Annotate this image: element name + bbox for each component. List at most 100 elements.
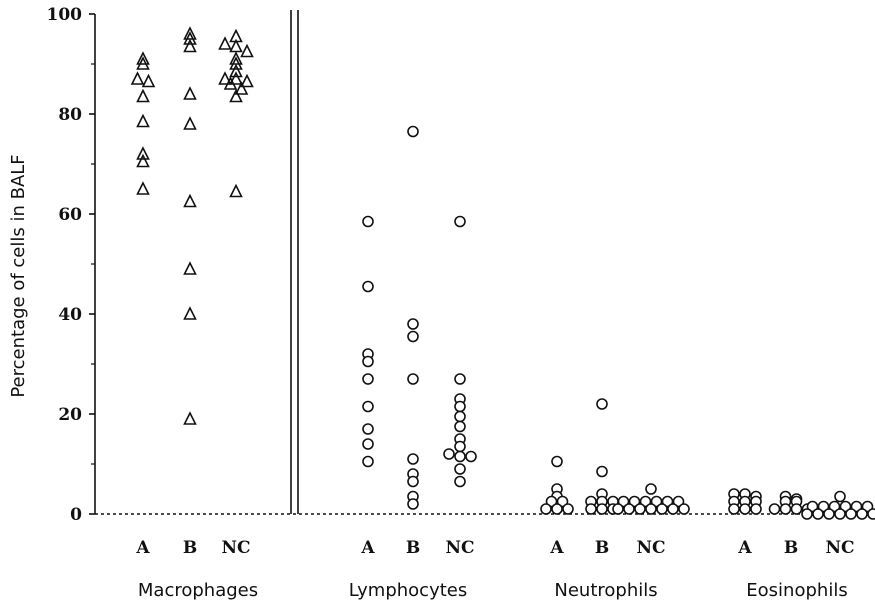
data-point-triangle <box>141 73 156 88</box>
data-point-triangle <box>183 306 197 320</box>
data-point-circle <box>362 280 374 293</box>
data-point-circle <box>801 508 813 520</box>
data-point-circle <box>545 495 558 508</box>
y-tick-label: 20 <box>58 405 82 425</box>
data-point-triangle <box>183 261 197 275</box>
data-point-circle <box>551 455 563 468</box>
data-point-circle <box>667 503 679 515</box>
data-point-circle <box>454 463 466 475</box>
data-point-triangle <box>218 36 232 50</box>
data-point-circle <box>596 398 608 410</box>
data-point-circle <box>834 490 846 503</box>
data-point-circle <box>634 503 646 515</box>
data-point-triangle <box>136 113 150 128</box>
data-point-circle <box>728 503 740 515</box>
data-point-circle <box>362 423 374 435</box>
data-point-circle <box>845 508 857 520</box>
category-label: Macrophages <box>138 580 258 601</box>
data-point-circle <box>639 495 652 508</box>
data-point-circle <box>768 503 781 515</box>
data-point-triangle <box>218 71 232 85</box>
data-point-circle <box>454 440 466 453</box>
data-point-triangle <box>229 88 243 103</box>
data-point-triangle <box>183 86 197 100</box>
data-point-circle <box>750 503 762 515</box>
labels-layer: 0 20 40 60 80 100 Percentage of cells in BALF A… <box>8 5 855 601</box>
data-point-circle <box>454 410 466 423</box>
data-point-triangle <box>234 81 249 95</box>
data-point-circle <box>661 495 674 508</box>
group-label: B <box>406 538 420 558</box>
y-tick-label: 60 <box>58 205 82 225</box>
group-label: B <box>784 538 798 558</box>
group-label: NC <box>445 538 474 558</box>
data-point-circle <box>454 373 466 385</box>
y-tick-label: 40 <box>58 305 82 325</box>
data-point-circle <box>806 500 819 513</box>
data-point-circle <box>362 438 374 450</box>
data-point-circle <box>454 215 466 228</box>
group-label: B <box>595 538 609 558</box>
group-label: NC <box>636 538 665 558</box>
data-point-circle <box>779 503 792 515</box>
group-label: A <box>360 538 375 558</box>
group-label: A <box>737 538 752 558</box>
group-label: NC <box>825 538 854 558</box>
data-point-circle <box>834 508 846 520</box>
data-point-circle <box>454 450 466 463</box>
data-point-circle <box>628 495 641 508</box>
data-point-circle <box>407 125 419 138</box>
data-point-circle <box>407 330 419 343</box>
data-point-triangle <box>136 88 150 103</box>
data-point-circle <box>407 475 419 488</box>
data-point-circle <box>612 503 624 515</box>
data-point-triangle <box>229 63 243 78</box>
data-point-triangle <box>183 193 197 208</box>
data-point-circle <box>650 495 663 508</box>
data-point-circle <box>617 495 630 508</box>
data-point-circle <box>454 475 466 488</box>
category-label: Neutrophils <box>554 580 657 601</box>
data-point-triangle <box>136 146 150 160</box>
data-point-circle <box>672 495 685 508</box>
data-point-triangle <box>130 71 145 85</box>
data-point-circle <box>362 215 374 228</box>
data-point-circle <box>562 503 574 515</box>
data-point-circle <box>645 503 657 515</box>
axis-layer <box>89 10 875 515</box>
data-point-circle <box>540 503 552 515</box>
group-label: NC <box>221 538 250 558</box>
data-point-circle <box>856 508 868 520</box>
category-label: Lymphocytes <box>349 580 467 601</box>
data-point-circle <box>362 455 374 468</box>
data-point-circle <box>867 508 875 520</box>
y-tick-label: 100 <box>47 5 83 25</box>
group-label: A <box>135 538 150 558</box>
data-point-circle <box>443 448 455 460</box>
data-point-circle <box>585 503 597 515</box>
data-point-circle <box>678 503 690 515</box>
data-point-circle <box>407 318 419 330</box>
data-point-triangle <box>229 56 243 70</box>
data-point-circle <box>596 503 608 515</box>
data-point-circle <box>454 400 466 413</box>
marks-layer <box>130 26 875 520</box>
data-point-circle <box>861 500 874 513</box>
data-point-circle <box>407 498 419 510</box>
data-point-circle <box>596 465 608 478</box>
data-point-circle <box>556 495 569 508</box>
data-point-circle <box>645 483 657 495</box>
data-point-circle <box>465 450 477 463</box>
data-point-circle <box>623 503 635 515</box>
data-point-triangle <box>223 76 238 90</box>
data-point-circle <box>817 500 830 513</box>
data-point-circle <box>812 508 824 520</box>
data-point-circle <box>823 508 835 520</box>
data-point-triangle <box>136 181 150 195</box>
data-point-triangle <box>229 71 243 85</box>
category-label: Eosinophils <box>746 580 847 601</box>
data-point-circle <box>656 503 668 515</box>
data-point-circle <box>839 500 852 513</box>
data-point-circle <box>850 500 863 513</box>
